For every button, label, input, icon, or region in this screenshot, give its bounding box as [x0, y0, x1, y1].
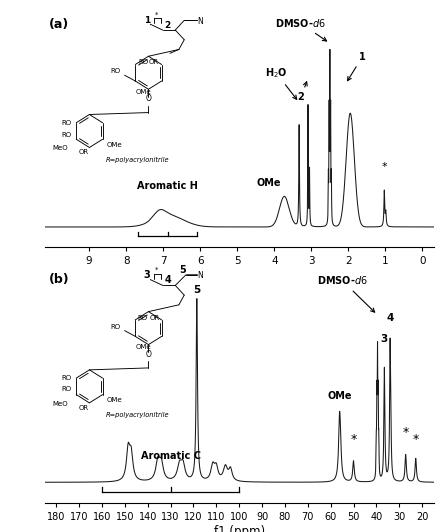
Text: H$_2$O: H$_2$O [265, 66, 297, 99]
Text: 3: 3 [381, 334, 388, 344]
Text: (b): (b) [49, 273, 69, 286]
Text: 5: 5 [193, 285, 200, 295]
Text: 4: 4 [387, 313, 394, 323]
Text: (a): (a) [49, 18, 69, 31]
Text: OMe: OMe [327, 390, 352, 401]
Text: 2: 2 [298, 82, 307, 103]
Text: DMSO-$d6$: DMSO-$d6$ [275, 17, 327, 41]
Text: Aromatic H: Aromatic H [137, 181, 198, 191]
X-axis label: f1 (ppm): f1 (ppm) [214, 525, 265, 532]
X-axis label: f1 (ppm): f1 (ppm) [214, 269, 265, 282]
Text: Aromatic C: Aromatic C [140, 451, 201, 461]
Text: DMSO-$d6$: DMSO-$d6$ [316, 275, 375, 312]
Text: OMe: OMe [257, 178, 281, 188]
Text: *: * [350, 433, 357, 445]
Text: *: * [403, 427, 409, 439]
Text: *: * [413, 433, 419, 445]
Text: *: * [382, 162, 388, 172]
Text: 1: 1 [348, 52, 366, 81]
